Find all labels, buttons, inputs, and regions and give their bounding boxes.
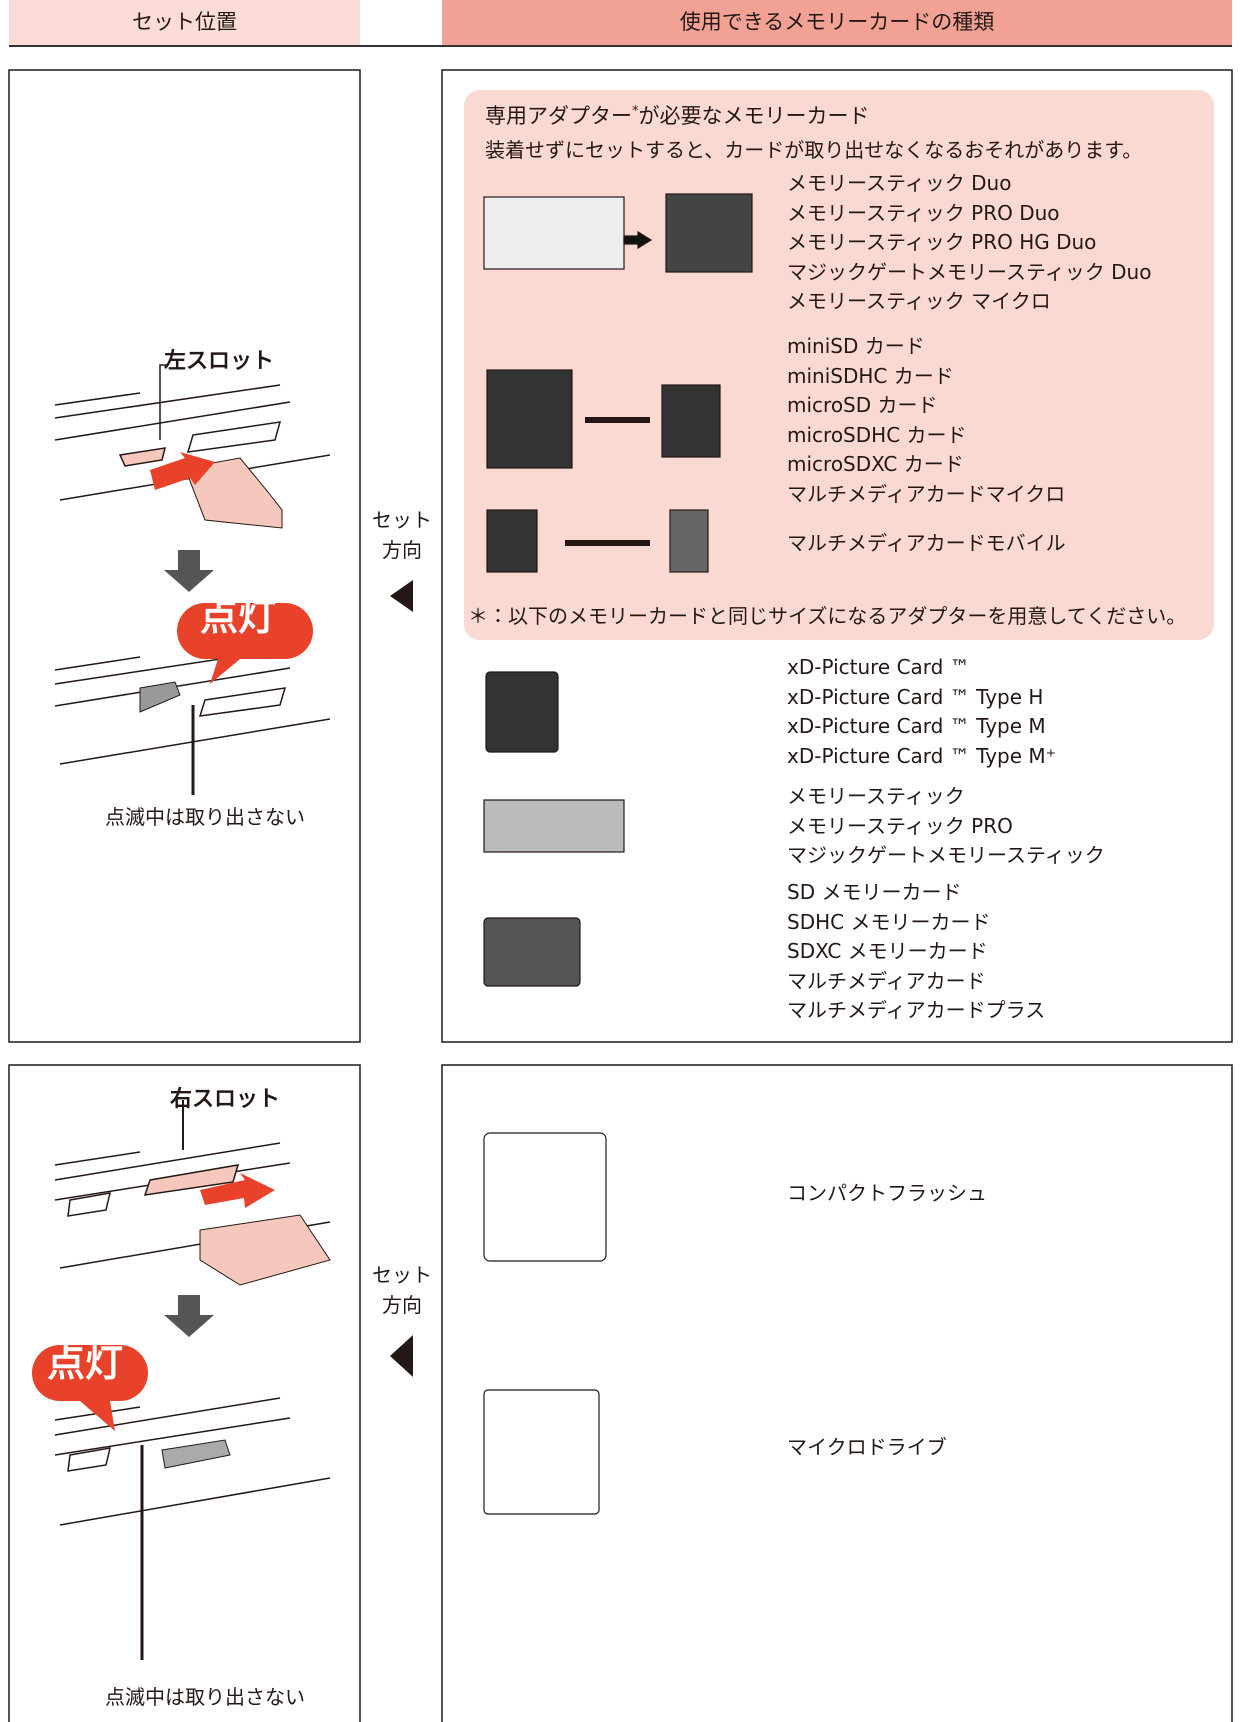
card-name: SDHC メモリーカード [787,909,991,934]
card-name: microSDXC カード [787,452,964,476]
card-name: メモリースティック Duo [787,171,1012,195]
title-part: が必要なメモリーカード [638,104,870,128]
adapter-title: 専用アダプター*が必要なメモリーカード [485,99,870,129]
slot-label: 右スロット [170,1087,281,1112]
adapter-note: 装着せずにセットすると、カードが取り出せなくなるおそれがあります。 [485,138,1143,162]
card-name: マイクロドライブ [787,1435,947,1459]
direction: 方向 [382,1293,422,1317]
card-name: SD メモリーカード [787,880,962,904]
card-name: miniSD カード [787,334,925,358]
card-name: xD-Picture Card ™ Type M [787,714,1046,738]
slot-label: 左スロット [164,349,275,374]
card-name: マルチメディアカードプラス [787,998,1046,1022]
card-name: マジックゲートメモリースティック Duo [787,259,1152,284]
title-part: 専用アダプター [485,104,632,128]
card-name: SDXC メモリーカード [787,939,988,963]
lamp-label: 点灯 [200,595,277,639]
direction: 方向 [382,538,422,562]
card-name: メモリースティック PRO Duo [787,200,1060,225]
direction: セット [372,1263,432,1287]
header-left: セット位置 [132,10,237,34]
card-name: マルチメディアカードマイクロ [787,481,1066,506]
card-name: メモリースティック [787,784,965,808]
card-name: コンパクトフラッシュ [787,1181,987,1205]
card-name: メモリースティック PRO [787,813,1013,838]
card-name: メモリースティック PRO HG Duo [787,230,1097,254]
card-name: microSDHC カード [787,422,967,447]
card-name: xD-Picture Card ™ Type H [787,684,1044,709]
card-name: マルチメディアカード [787,968,986,993]
card-name: microSD カード [787,393,938,417]
card-name: miniSDHC カード [787,363,954,388]
card-name: メモリースティック マイクロ [787,289,1051,313]
lamp-label: 点灯 [47,1341,124,1385]
footnote: ＊：以下のメモリーカードと同じサイズになるアダプターを用意してください。 [468,604,1187,628]
header-right: 使用できるメモリーカードの種類 [679,10,995,34]
direction: セット [372,508,432,532]
caution: 点滅中は取り出さない [105,1685,305,1709]
card-name: xD-Picture Card ™ Type M⁺ [787,743,1057,768]
title-asterisk: * [632,104,639,119]
caution: 点滅中は取り出さない [105,805,305,829]
card-name: マジックゲートメモリースティック [787,843,1105,867]
card-name: xD-Picture Card ™ [787,655,970,679]
card-name: マルチメディアカードモバイル [787,531,1066,555]
